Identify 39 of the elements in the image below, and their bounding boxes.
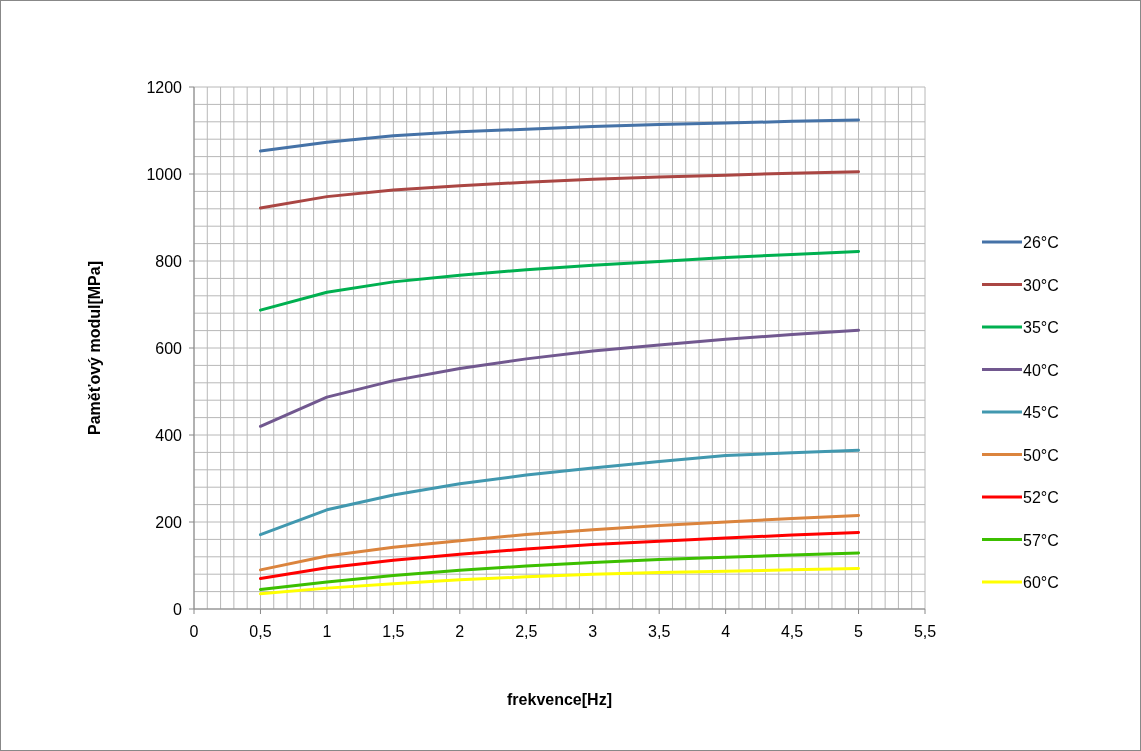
x-tick-label: 1,5: [382, 623, 405, 640]
legend-label: 52°C: [1023, 489, 1059, 506]
y-tick-label: 1000: [146, 166, 183, 183]
x-tick-label: 4,5: [780, 623, 804, 640]
y-tick-label: 800: [155, 253, 183, 270]
x-tick-label: 2: [455, 623, 465, 640]
legend-label: 35°C: [1023, 319, 1059, 336]
x-tick-label: 3: [588, 623, 598, 640]
y-tick-label: 200: [155, 514, 183, 531]
legend-label: 40°C: [1023, 361, 1059, 379]
legend-label: 26°C: [1023, 234, 1059, 251]
x-tick-label: 5: [854, 623, 864, 640]
legend-label: 50°C: [1023, 446, 1059, 464]
y-tick-label: 1200: [146, 79, 183, 96]
x-tick-label: 0,5: [249, 623, 272, 640]
y-tick-label: 0: [173, 601, 183, 618]
legend-label: 60°C: [1023, 574, 1059, 591]
legend-label: 45°C: [1023, 404, 1059, 421]
legend-label: 57°C: [1023, 531, 1059, 549]
x-tick-label: 0: [189, 623, 199, 640]
y-tick-label: 600: [155, 340, 183, 357]
line-series: [258, 249, 861, 312]
y-tick-label: 400: [155, 427, 183, 444]
line-series: [258, 513, 861, 572]
line-series: [258, 328, 861, 428]
line-series: [258, 118, 861, 153]
x-axis-title: frekvence[Hz]: [507, 691, 612, 708]
x-tick-label: 3,5: [648, 623, 671, 640]
line-series: [258, 170, 861, 210]
line-series: [258, 448, 861, 537]
x-tick-label: 2,5: [515, 623, 538, 640]
x-tick-label: 5,5: [913, 623, 937, 640]
x-tick-label: 4: [721, 623, 731, 640]
y-axis-title: Paměťový modul[MPa]: [86, 261, 103, 435]
legend-label: 30°C: [1023, 276, 1059, 294]
line-series: [258, 567, 861, 596]
line-series: [258, 530, 861, 581]
line-series: [258, 551, 861, 591]
x-tick-label: 1: [322, 623, 332, 640]
